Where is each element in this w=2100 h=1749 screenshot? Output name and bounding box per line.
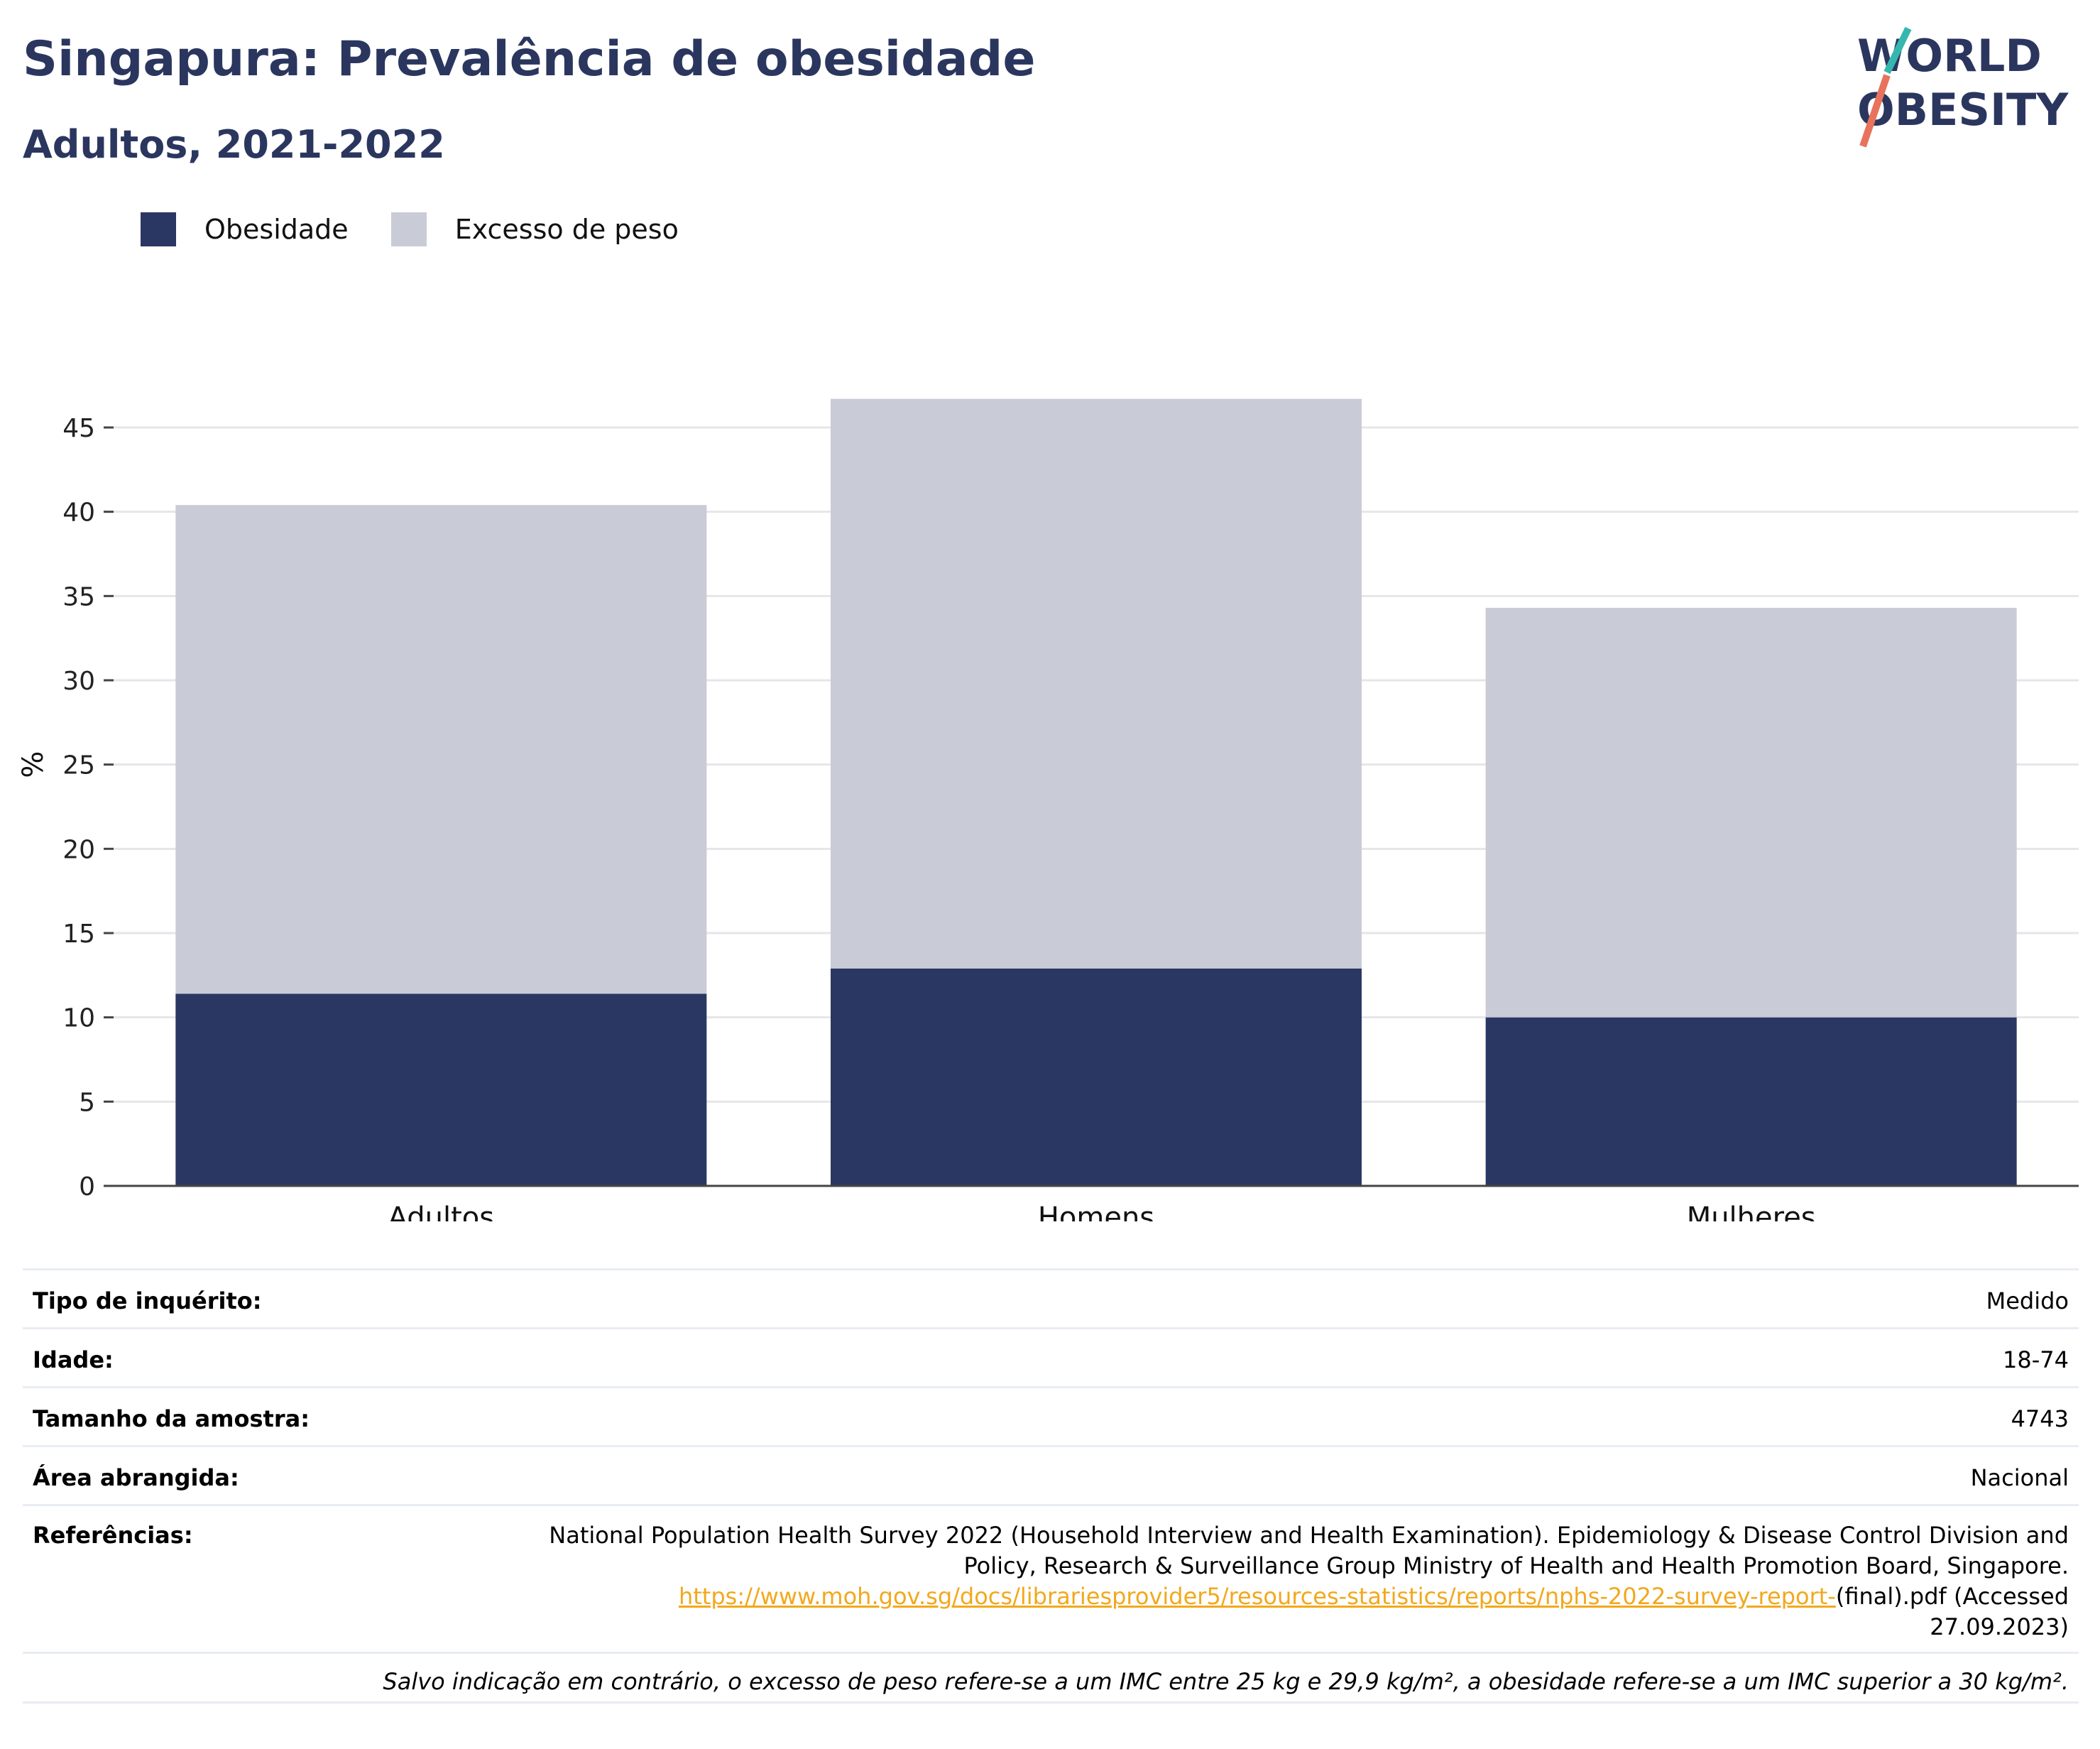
x-tick-label: Homens <box>1038 1202 1154 1221</box>
info-label: Idade: <box>33 1346 114 1373</box>
reference-line-1: National Population Health Survey 2022 (… <box>549 1522 2069 1549</box>
info-label: Área abrangida: <box>33 1464 239 1491</box>
info-value: 4743 <box>2011 1405 2069 1432</box>
legend-item-obesity: Obesidade <box>141 212 349 246</box>
page-subtitle: Adultos, 2021-2022 <box>23 122 445 167</box>
info-row-survey-type: Tipo de inquérito: Medido <box>23 1268 2079 1327</box>
bar-overweight-homens <box>831 398 1362 969</box>
info-label: Tipo de inquérito: <box>33 1287 262 1314</box>
y-tick-label: 0 <box>79 1172 95 1202</box>
y-tick-label: 35 <box>62 582 95 611</box>
info-value: Nacional <box>1970 1464 2069 1491</box>
references-text: National Population Health Survey 2022 (… <box>436 1520 2069 1642</box>
svg-text:OBESITY: OBESITY <box>1857 84 2069 136</box>
stacked-bar-chart: 0 5 10 15 20 25 30 35 40 45% Adultos Homens Mulheres <box>17 398 2079 1221</box>
reference-link-suffix: (final).pdf (Accessed <box>1835 1583 2069 1610</box>
y-tick-label: 10 <box>62 1004 95 1033</box>
reference-link[interactable]: https://www.moh.gov.sg/docs/librariespro… <box>678 1583 1836 1610</box>
y-tick-label: 45 <box>62 414 95 443</box>
bar-obesity-homens <box>831 968 1362 1186</box>
bar-overweight-adultos <box>175 505 707 994</box>
y-tick-label: 40 <box>62 498 95 528</box>
svg-text:WORLD: WORLD <box>1857 30 2042 82</box>
chart-legend: Obesidade Excesso de peso <box>141 212 721 247</box>
definition-note-row: Salvo indicação em contrário, o excesso … <box>23 1652 2079 1704</box>
world-obesity-logo: WORLD OBESITY <box>1857 26 2069 148</box>
info-row-age: Idade: 18-74 <box>23 1327 2079 1386</box>
x-tick-label: Adultos <box>388 1202 495 1221</box>
legend-item-overweight: Excesso de peso <box>390 212 679 246</box>
info-row-references: Referências: National Population Health … <box>23 1504 2079 1652</box>
page-title: Singapura: Prevalência de obesidade <box>23 31 1036 87</box>
y-tick-label: 30 <box>62 667 95 696</box>
bar-obesity-adultos <box>175 993 707 1186</box>
legend-label-overweight: Excesso de peso <box>454 214 679 245</box>
info-label: Referências: <box>33 1522 193 1549</box>
y-tick-label: 5 <box>79 1088 95 1117</box>
bar-overweight-mulheres <box>1485 607 2017 1018</box>
info-label: Tamanho da amostra: <box>33 1405 310 1432</box>
reference-line-4: 27.09.2023) <box>1930 1613 2069 1640</box>
bar-obesity-mulheres <box>1485 1017 2017 1186</box>
info-row-sample-size: Tamanho da amostra: 4743 <box>23 1386 2079 1445</box>
y-tick-label: 20 <box>62 835 95 864</box>
legend-swatch-obesity <box>141 212 176 246</box>
definition-note: Salvo indicação em contrário, o excesso … <box>383 1668 2069 1695</box>
info-value: Medido <box>1986 1287 2069 1314</box>
y-axis-title: % <box>17 751 50 778</box>
survey-info-table: Tipo de inquérito: Medido Idade: 18-74 T… <box>23 1268 2079 1704</box>
y-tick-label: 25 <box>62 751 95 780</box>
y-tick-label: 15 <box>62 920 95 949</box>
legend-swatch-overweight <box>390 212 427 246</box>
info-value: 18-74 <box>2003 1346 2069 1373</box>
legend-label-obesity: Obesidade <box>204 214 349 245</box>
x-tick-label: Mulheres <box>1687 1202 1816 1221</box>
reference-line-2: Policy, Research & Surveillance Group Mi… <box>963 1552 2069 1579</box>
info-row-area: Área abrangida: Nacional <box>23 1445 2079 1504</box>
